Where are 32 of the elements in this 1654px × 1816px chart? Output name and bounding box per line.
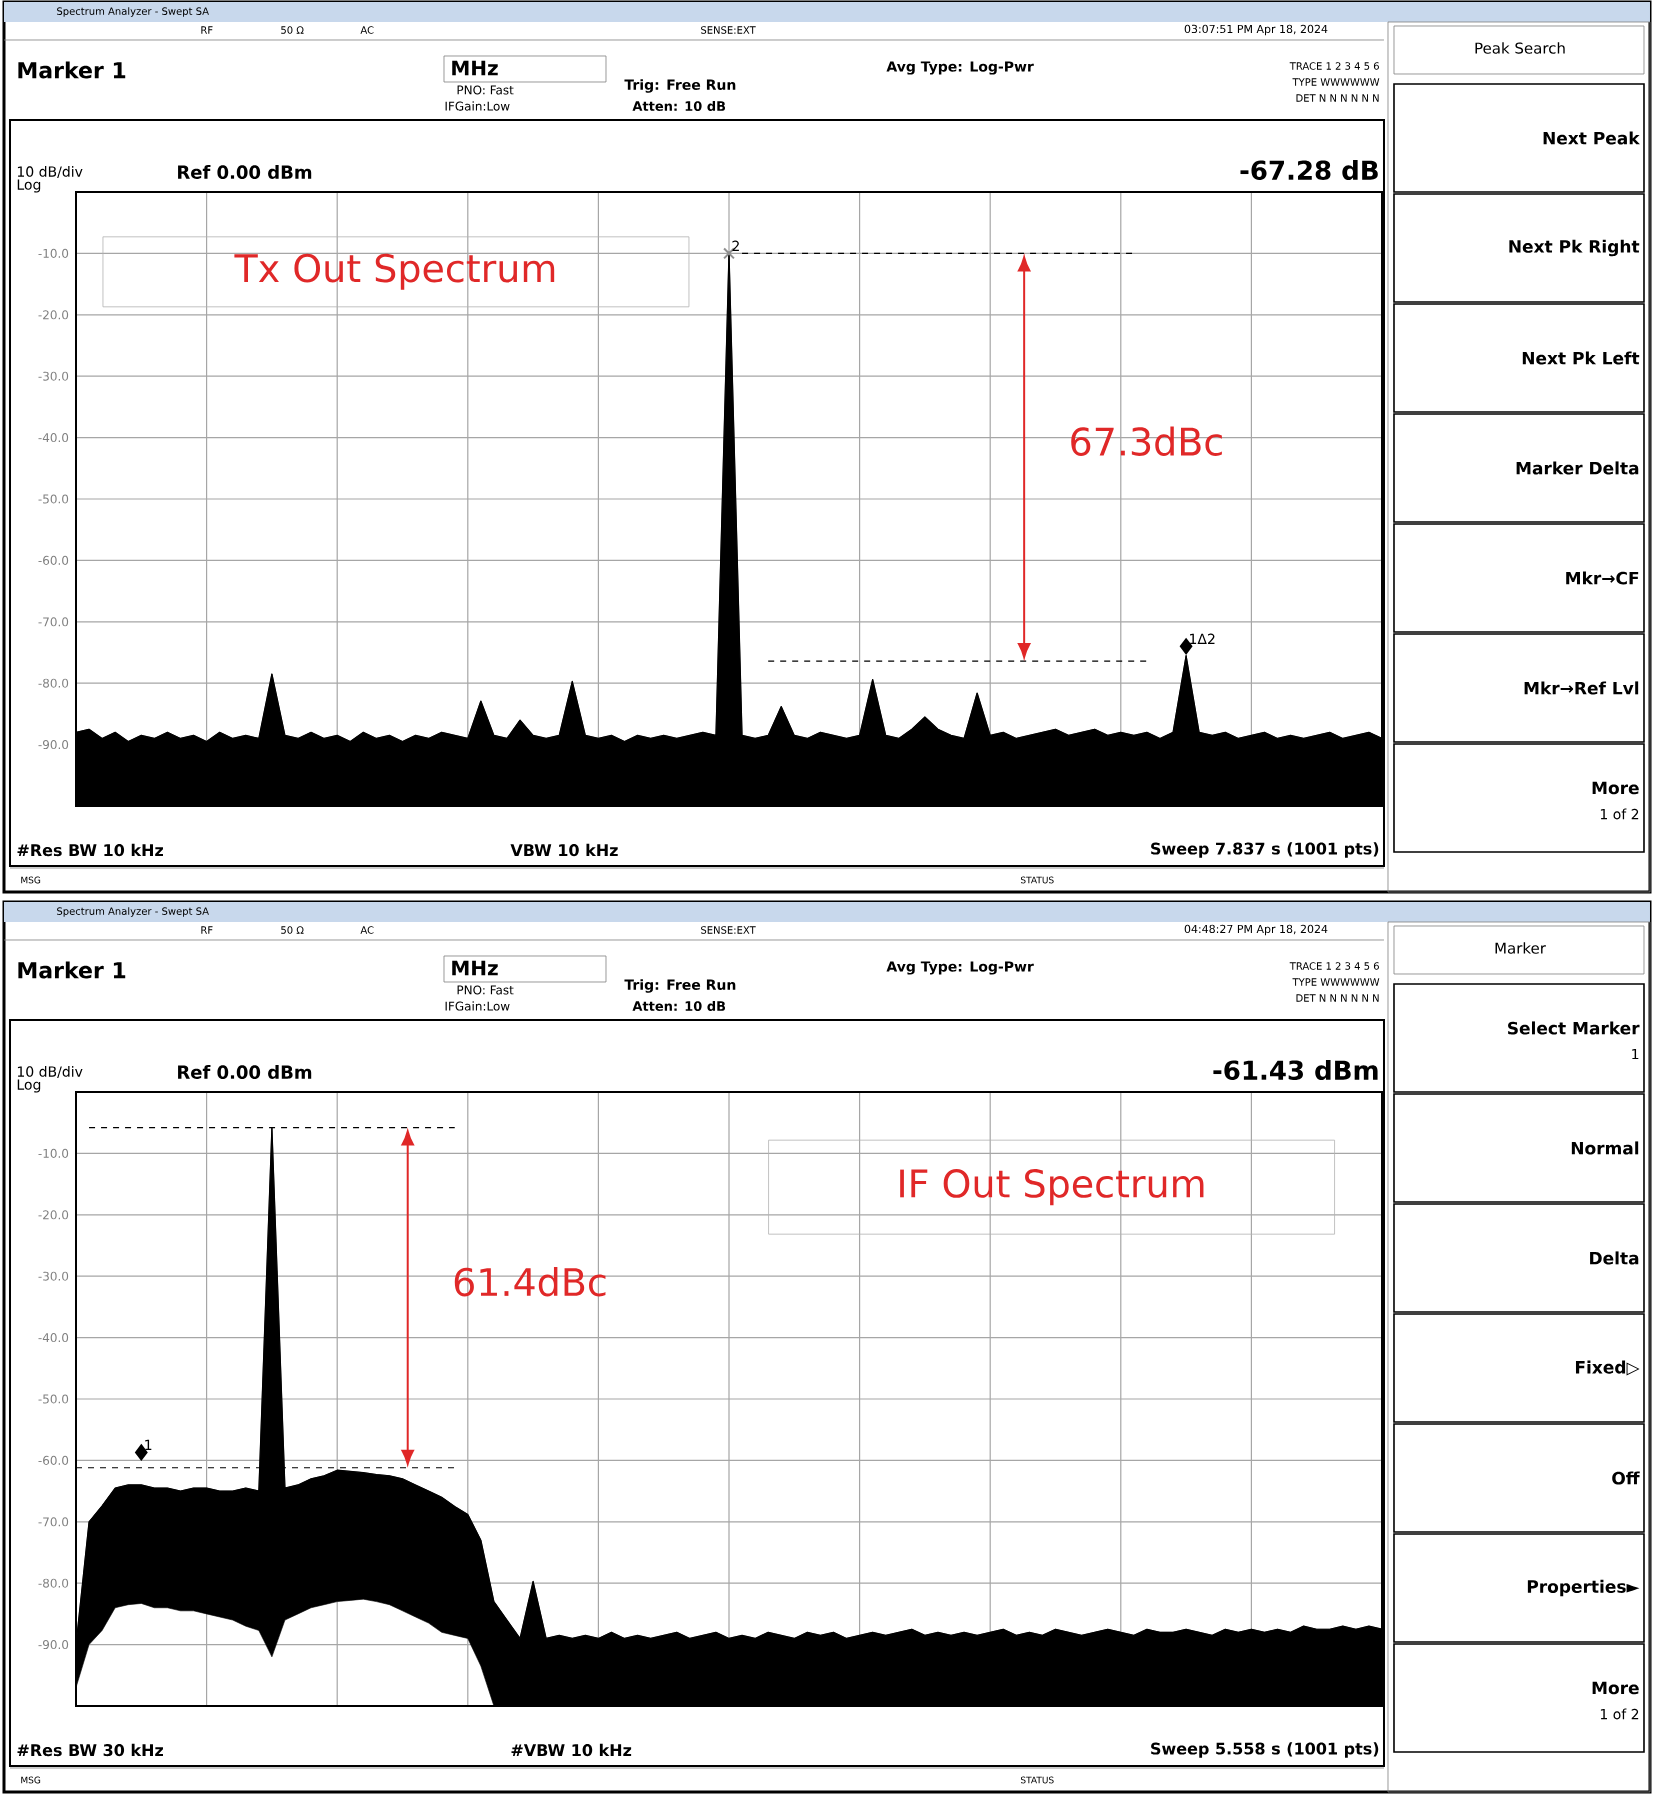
annotation: 61.4dBc [454,1266,606,1297]
text: Tx Out Spectrum [234,253,555,290]
text: MHz [452,60,498,76]
text: Select Marker [1508,1021,1640,1035]
text: Next Peak [1543,131,1640,145]
text: Ref 0.00 dBm [178,1065,312,1079]
text: More [1592,1681,1639,1695]
text: IF Out Spectrum [900,1169,1204,1206]
text: -67.28 dB [1240,159,1378,181]
text: Off [1612,1471,1640,1485]
text: Normal [1571,1141,1639,1155]
text: Mkr→CF [1566,571,1639,585]
text: #VBW 10 kHz [511,1743,632,1757]
annotation: 67.3dBc [1071,426,1222,456]
text: #Res BW 30 kHz [17,1743,163,1757]
text: Delta [1590,1251,1639,1265]
text: Ref 0.00 dBm [178,165,312,179]
text: Marker 1 [18,61,126,79]
text: #Res BW 10 kHz [17,843,163,857]
text: Sweep 7.837 s (1001 pts) [1151,842,1379,858]
text: Marker Delta [1516,461,1639,475]
text: Properties► [1527,1579,1640,1597]
text: MHz [452,960,498,976]
text: More [1592,781,1639,795]
text: Fixed▷ [1575,1360,1640,1376]
text: Mkr→Ref Lvl [1524,681,1639,695]
text: Next Pk Right [1509,239,1640,257]
text: VBW 10 kHz [510,843,618,857]
text: Marker 1 [18,961,126,979]
text: Sweep 5.558 s (1001 pts) [1151,1742,1379,1758]
text: Next Pk Left [1522,351,1640,365]
text: -61.43 dBm [1213,1059,1378,1081]
